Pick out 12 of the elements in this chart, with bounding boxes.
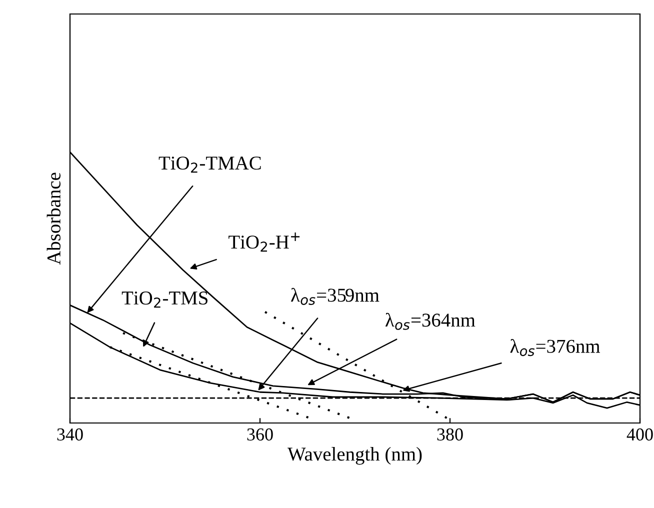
annotation: λ$_{os}$=376nm xyxy=(510,339,600,356)
x-tick-label: 340 xyxy=(57,428,83,441)
annotation: λ$_{os}$=364nm xyxy=(385,312,476,330)
y-axis-title: Absorbance xyxy=(46,172,60,265)
annotation: TiO$_{2}$-TMS xyxy=(122,292,208,308)
annotation: TiO$_{2}$-TMAC xyxy=(158,156,261,173)
x-tick-label: 400 xyxy=(626,428,653,441)
x-tick-label: 360 xyxy=(247,428,273,441)
annotation: λ$_{os}$=359nm xyxy=(291,288,380,305)
x-axis-title: Wavelength (nm) xyxy=(287,447,422,465)
annotation: TiO$_{2}$-H$^{+}$ xyxy=(228,232,300,252)
x-tick-label: 380 xyxy=(437,428,463,441)
